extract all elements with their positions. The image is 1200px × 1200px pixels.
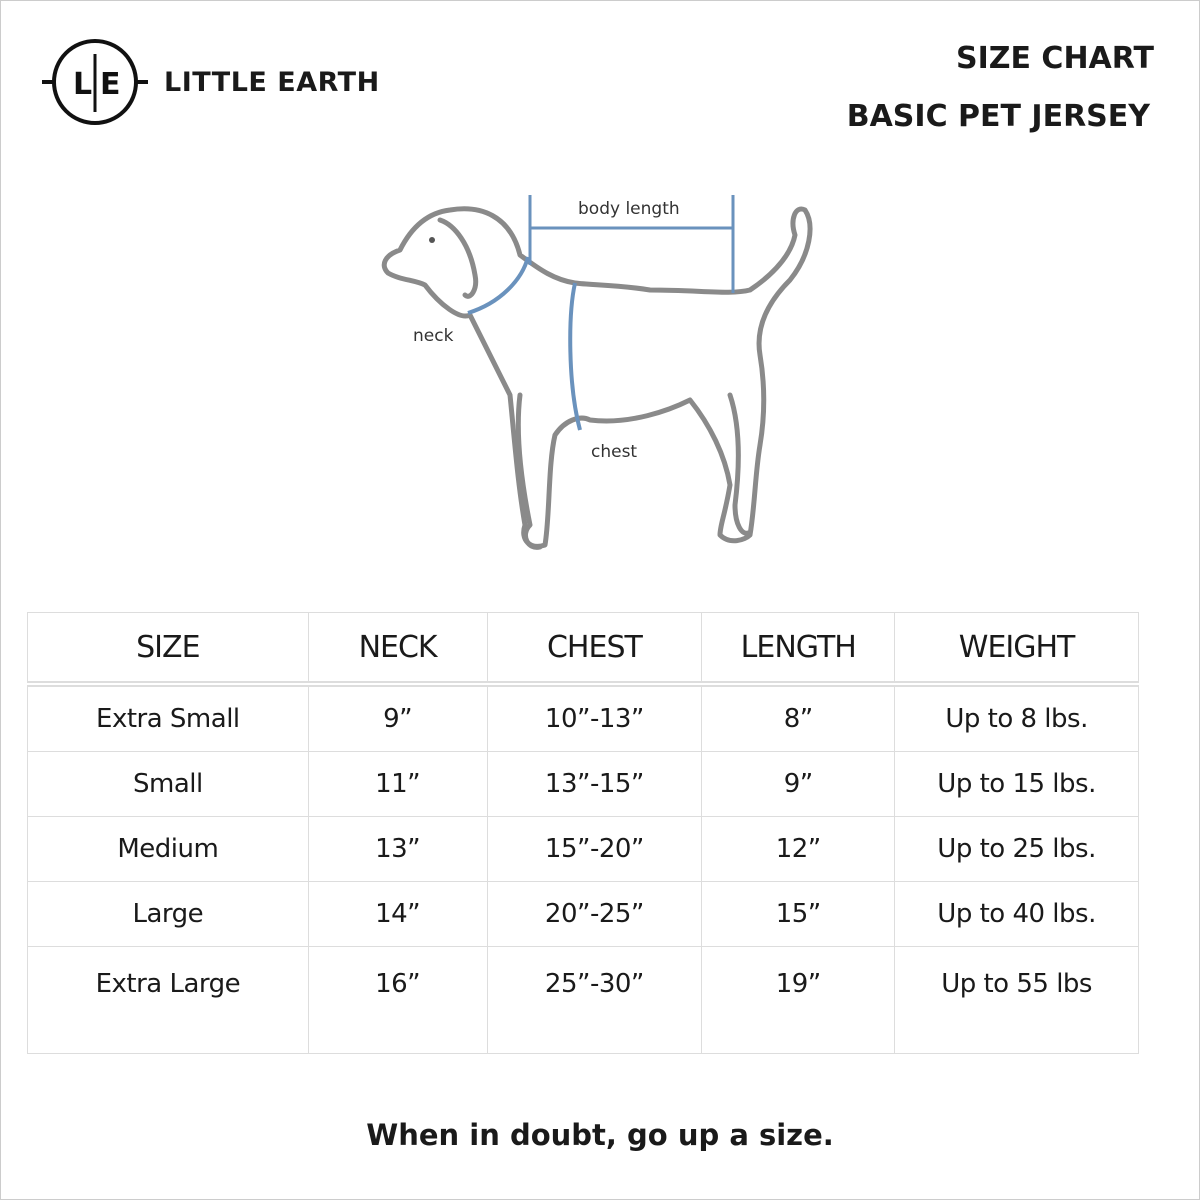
cell-weight: Up to 55 lbs (894, 946, 1139, 1054)
cell-size: Extra Large (27, 946, 309, 1054)
column-header-size: SIZE (27, 612, 309, 687)
cell-size: Large (27, 881, 309, 947)
neck-label: neck (413, 326, 454, 346)
dog-outline-icon (381, 206, 813, 550)
cell-length: 12” (701, 816, 896, 882)
cell-chest: 15”-20” (486, 816, 703, 882)
cell-neck: 9” (307, 683, 488, 752)
chart-title: SIZE CHART BASIC PET JERSEY (846, 30, 1154, 146)
cell-length: 8” (701, 683, 896, 752)
table-row: Extra Large 16” 25”-30” 19” Up to 55 lbs (27, 946, 1139, 1054)
table-header-row: SIZE NECK CHEST LENGTH WEIGHT (27, 612, 1139, 687)
size-table: SIZE NECK CHEST LENGTH WEIGHT Extra Smal… (27, 612, 1139, 1054)
cell-length: 15” (701, 881, 896, 947)
brand-logo: L E LITTLE EARTH (40, 36, 380, 128)
cell-length: 9” (701, 751, 896, 817)
table-row: Large 14” 20”-25” 15” Up to 40 lbs. (27, 881, 1139, 947)
footer-note: When in doubt, go up a size. (366, 1118, 834, 1152)
table-row: Extra Small 9” 10”-13” 8” Up to 8 lbs. (27, 683, 1139, 752)
cell-neck: 14” (307, 881, 488, 947)
cell-size: Small (27, 751, 309, 817)
product-name: BASIC PET JERSEY (846, 99, 1150, 134)
cell-size: Medium (27, 816, 309, 882)
cell-chest: 25”-30” (486, 946, 703, 1054)
column-header-weight: WEIGHT (894, 612, 1139, 687)
measurement-lines (467, 195, 735, 431)
column-header-neck: NECK (307, 612, 488, 687)
cell-neck: 11” (307, 751, 488, 817)
little-earth-logo-icon: L E (42, 39, 148, 125)
cell-neck: 16” (307, 946, 488, 1054)
cell-size: Extra Small (27, 683, 309, 752)
chest-measure-line (568, 282, 582, 431)
cell-neck: 13” (307, 816, 488, 882)
body-length-label: body length (578, 199, 680, 219)
cell-length: 19” (701, 946, 896, 1054)
size-chart-heading: SIZE CHART (955, 41, 1154, 76)
svg-text:L: L (73, 67, 92, 102)
neck-measure-line (467, 256, 530, 315)
cell-chest: 20”-25” (486, 881, 703, 947)
table-row: Small 11” 13”-15” 9” Up to 15 lbs. (27, 751, 1139, 817)
brand-name: LITTLE EARTH (164, 66, 380, 98)
column-header-chest: CHEST (486, 612, 703, 687)
cell-weight: Up to 25 lbs. (894, 816, 1139, 882)
table-row: Medium 13” 15”-20” 12” Up to 25 lbs. (27, 816, 1139, 882)
cell-weight: Up to 8 lbs. (894, 683, 1139, 752)
cell-weight: Up to 40 lbs. (894, 881, 1139, 947)
column-header-length: LENGTH (701, 612, 896, 687)
dog-measurement-diagram: body length neck chest (381, 195, 813, 550)
svg-text:E: E (100, 67, 121, 102)
cell-weight: Up to 15 lbs. (894, 751, 1139, 817)
cell-chest: 10”-13” (486, 683, 703, 752)
cell-chest: 13”-15” (486, 751, 703, 817)
chest-label: chest (591, 442, 637, 462)
